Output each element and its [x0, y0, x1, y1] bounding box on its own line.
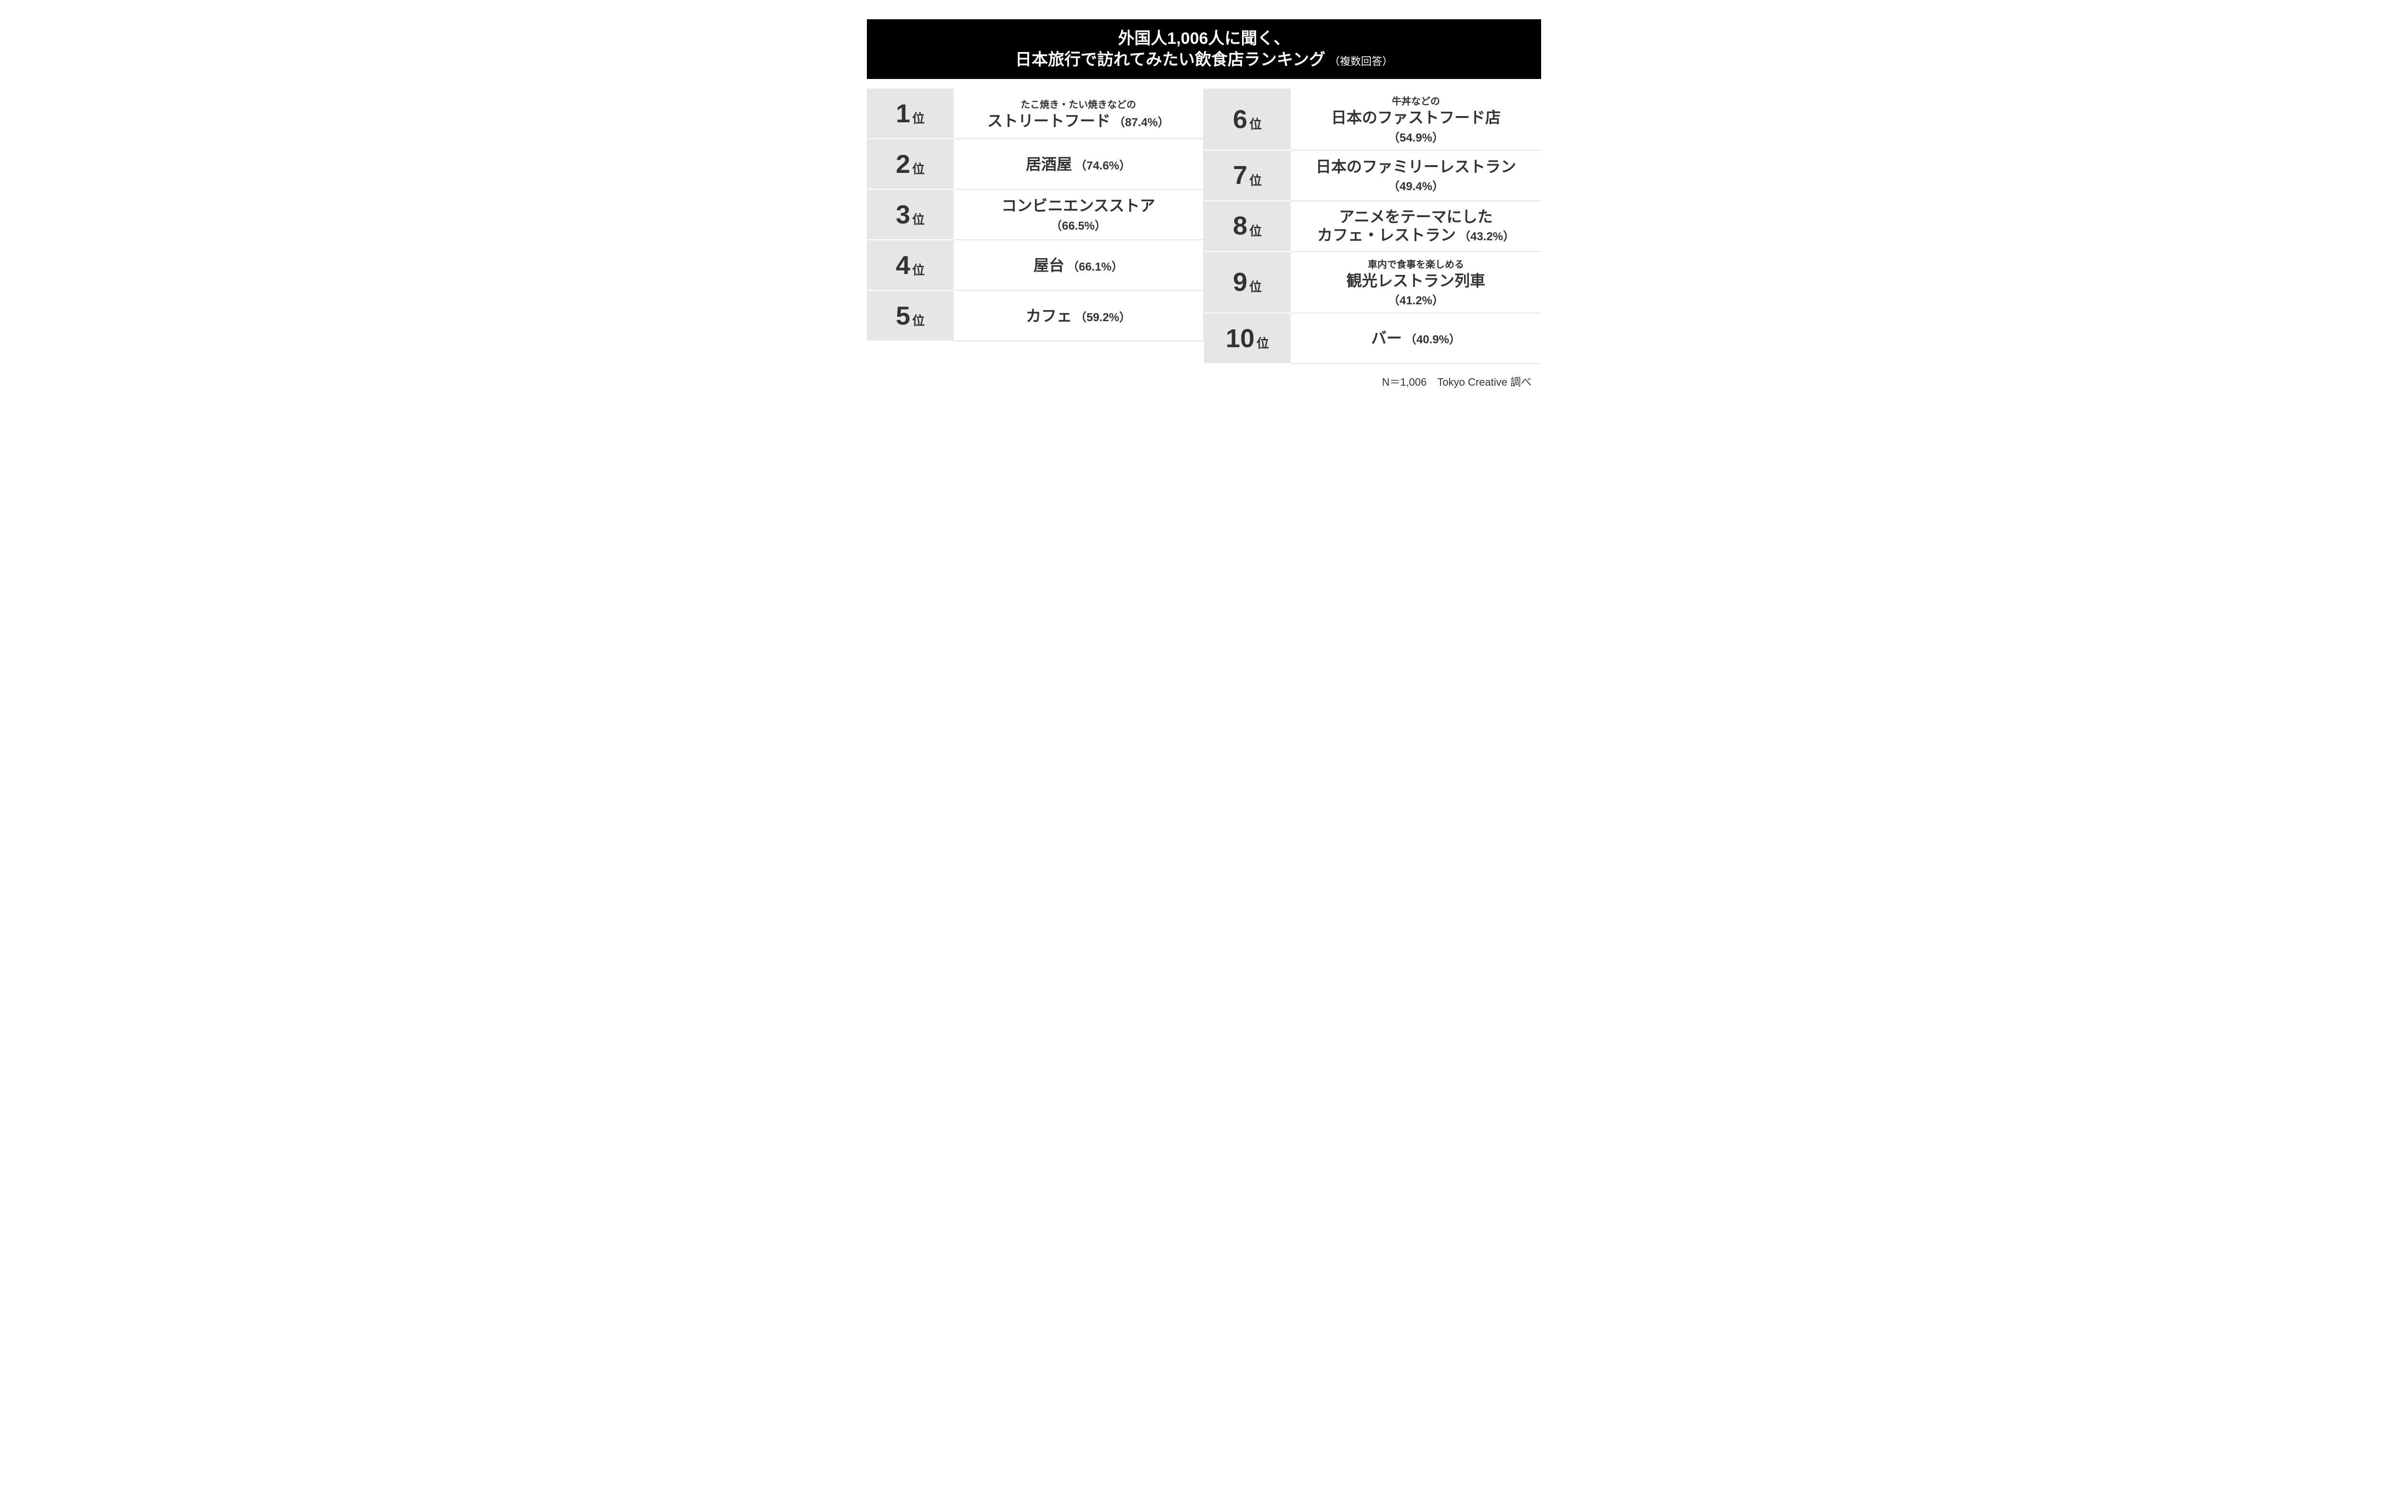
ranking-row: 1位たこ焼き・たい焼きなどのストリートフード（87.4%）: [867, 89, 1204, 139]
rank-number: 2: [896, 149, 910, 179]
item-title-line1: アニメをテーマにした: [1339, 208, 1492, 226]
content-cell: 牛丼などの日本のファストフード店（54.9%）: [1291, 89, 1541, 150]
item-title-line: 居酒屋（74.6%）: [1026, 155, 1131, 173]
ranking-row: 9位車内で食事を楽しめる観光レストラン列車（41.2%）: [1204, 252, 1541, 313]
item-title-line: カフェ（59.2%）: [1026, 307, 1131, 325]
content-cell: 屋台（66.1%）: [954, 240, 1204, 291]
rank-cell: 9位: [1204, 252, 1291, 313]
item-percentage: （40.9%）: [1405, 333, 1461, 346]
rank-number: 4: [896, 250, 910, 280]
item-title: 屋台: [1034, 257, 1064, 274]
ranking-column-right: 6位牛丼などの日本のファストフード店（54.9%）7位日本のファミリーレストラン…: [1204, 89, 1541, 364]
rank-number: 1: [896, 99, 910, 129]
content-cell: アニメをテーマにしたカフェ・レストラン（43.2%）: [1291, 201, 1541, 252]
rank-number: 5: [896, 301, 910, 331]
ranking-row: 4位 屋台（66.1%）: [867, 240, 1204, 291]
item-subtitle: 牛丼などの: [1392, 93, 1440, 107]
item-percentage: （54.9%）: [1388, 128, 1444, 145]
content-cell: 日本のファミリーレストラン（49.4%）: [1291, 151, 1541, 201]
ranking-column-left: 1位たこ焼き・たい焼きなどのストリートフード（87.4%）2位居酒屋（74.6%…: [867, 89, 1204, 364]
ranking-row: 5位 カフェ（59.2%）: [867, 291, 1204, 341]
item-percentage: （43.2%）: [1459, 230, 1515, 243]
item-title2: カフェ・レストラン: [1317, 226, 1456, 244]
header-note: （複数回答）: [1329, 55, 1393, 67]
rank-number: 7: [1233, 160, 1247, 190]
item-title-line: バー（40.9%）: [1371, 329, 1461, 347]
rank-cell: 5位: [867, 291, 954, 341]
item-percentage: （74.6%）: [1075, 159, 1131, 172]
item-percentage: （66.5%）: [1050, 216, 1106, 233]
content-cell: バー（40.9%）: [1291, 313, 1541, 364]
rank-cell: 6位: [1204, 89, 1291, 150]
item-title: 観光レストラン列車: [1347, 272, 1485, 290]
rank-number: 8: [1233, 211, 1247, 241]
rank-suffix: 位: [1256, 334, 1269, 352]
rank-cell: 3位: [867, 190, 954, 240]
item-percentage: （66.1%）: [1067, 261, 1123, 274]
item-title: バー: [1371, 329, 1402, 347]
rank-number: 6: [1233, 104, 1247, 134]
rank-suffix: 位: [1249, 115, 1262, 132]
ranking-row: 2位 居酒屋（74.6%）: [867, 139, 1204, 190]
rank-suffix: 位: [912, 261, 925, 278]
item-percentage: （87.4%）: [1113, 116, 1169, 129]
item-title: コンビニエンスストア: [1001, 196, 1155, 215]
rank-cell: 4位: [867, 240, 954, 291]
rank-suffix: 位: [912, 109, 925, 127]
rank-number: 9: [1233, 267, 1247, 297]
content-cell: 車内で食事を楽しめる観光レストラン列車（41.2%）: [1291, 252, 1541, 313]
rank-suffix: 位: [912, 311, 925, 329]
ranking-row: 6位牛丼などの日本のファストフード店（54.9%）: [1204, 89, 1541, 150]
rank-suffix: 位: [912, 210, 925, 228]
ranking-row: 8位アニメをテーマにしたカフェ・レストラン（43.2%）: [1204, 201, 1541, 252]
rank-cell: 8位: [1204, 201, 1291, 252]
item-title-line2: カフェ・レストラン（43.2%）: [1317, 226, 1515, 244]
ranking-row: 10位 バー（40.9%）: [1204, 313, 1541, 364]
item-percentage: （59.2%）: [1075, 311, 1131, 324]
item-title-line: ストリートフード（87.4%）: [987, 112, 1169, 130]
rank-cell: 2位: [867, 139, 954, 190]
item-title: 日本のファミリーレストラン: [1316, 157, 1516, 176]
rank-number: 10: [1226, 324, 1255, 353]
content-cell: たこ焼き・たい焼きなどのストリートフード（87.4%）: [954, 89, 1204, 139]
ranking-grid: 1位たこ焼き・たい焼きなどのストリートフード（87.4%）2位居酒屋（74.6%…: [867, 89, 1541, 364]
content-cell: 居酒屋（74.6%）: [954, 139, 1204, 190]
rank-suffix: 位: [1249, 171, 1262, 189]
item-percentage: （49.4%）: [1388, 177, 1444, 194]
rank-suffix: 位: [912, 159, 925, 177]
content-cell: カフェ（59.2%）: [954, 291, 1204, 341]
item-title: 居酒屋: [1026, 156, 1072, 173]
ranking-row: 7位日本のファミリーレストラン（49.4%）: [1204, 151, 1541, 201]
rank-number: 3: [896, 200, 910, 230]
rank-suffix: 位: [1249, 277, 1262, 295]
ranking-row: 3位コンビニエンスストア（66.5%）: [867, 190, 1204, 240]
rank-cell: 1位: [867, 89, 954, 139]
header-line1: 外国人1,006人に聞く、: [877, 28, 1531, 49]
item-subtitle: 車内で食事を楽しめる: [1368, 257, 1464, 271]
header-banner: 外国人1,006人に聞く、 日本旅行で訪れてみたい飲食店ランキング（複数回答）: [867, 19, 1541, 79]
item-percentage: （41.2%）: [1388, 291, 1444, 308]
item-title-line: 屋台（66.1%）: [1034, 256, 1123, 274]
item-title: ストリートフード: [987, 112, 1111, 130]
rank-suffix: 位: [1249, 222, 1262, 239]
rank-cell: 10位: [1204, 313, 1291, 364]
content-cell: コンビニエンスストア（66.5%）: [954, 190, 1204, 240]
ranking-container: 外国人1,006人に聞く、 日本旅行で訪れてみたい飲食店ランキング（複数回答） …: [867, 19, 1541, 389]
item-subtitle: たこ焼き・たい焼きなどの: [1021, 97, 1136, 111]
item-title: 日本のファストフード店: [1331, 108, 1501, 127]
header-line2: 日本旅行で訪れてみたい飲食店ランキング（複数回答）: [877, 49, 1531, 70]
footer-note: N＝1,006 Tokyo Creative 調べ: [867, 374, 1541, 389]
item-title: カフェ: [1026, 307, 1072, 325]
rank-cell: 7位: [1204, 151, 1291, 201]
